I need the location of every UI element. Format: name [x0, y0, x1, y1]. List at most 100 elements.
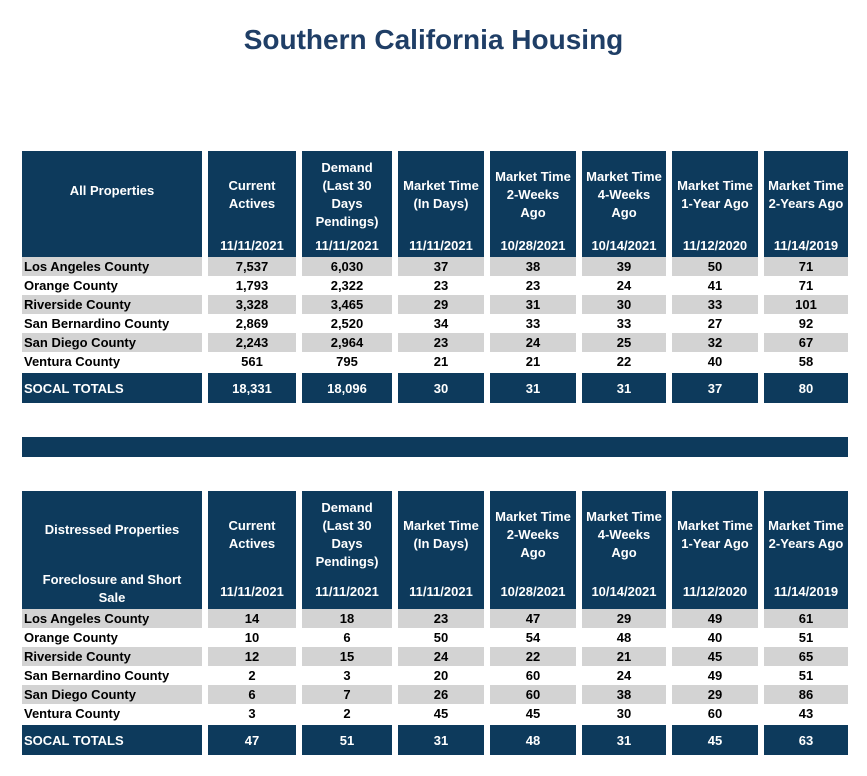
value-cell: 795 [296, 352, 392, 371]
value-cell: 51 [758, 628, 848, 647]
value-cell: 60 [666, 704, 758, 723]
value-cell: 38 [576, 685, 666, 704]
header-market-time: Market Time (In Days) 11/11/2021 [392, 491, 484, 609]
value-cell: 3 [202, 704, 296, 723]
value-cell: 30 [576, 704, 666, 723]
value-cell: 65 [758, 647, 848, 666]
value-cell: 1,793 [202, 276, 296, 295]
value-cell: 32 [666, 333, 758, 352]
value-cell: 45 [666, 647, 758, 666]
table-row: Riverside County 3,328 3,465 29 31 30 33 101 [22, 295, 848, 314]
value-cell: 25 [576, 333, 666, 352]
value-cell: 38 [484, 257, 576, 276]
value-cell: 30 [392, 373, 484, 403]
header-current-actives: Current Actives 11/11/2021 [202, 491, 296, 609]
value-cell: 10 [202, 628, 296, 647]
value-cell: 2,322 [296, 276, 392, 295]
value-cell: 51 [758, 666, 848, 685]
value-cell: 34 [392, 314, 484, 333]
value-cell: 6 [296, 628, 392, 647]
header-market-time-4-weeks: Market Time 4-Weeks Ago 10/14/2021 [576, 491, 666, 609]
value-cell: 67 [758, 333, 848, 352]
header-market-time: Market Time (In Days) 11/11/2021 [392, 151, 484, 257]
value-cell: 23 [392, 333, 484, 352]
value-cell: 2,869 [202, 314, 296, 333]
value-cell: 29 [392, 295, 484, 314]
value-cell: 48 [576, 628, 666, 647]
value-cell: 7,537 [202, 257, 296, 276]
value-cell: 43 [758, 704, 848, 723]
header-market-time-2-years: Market Time 2-Years Ago 11/14/2019 [758, 491, 848, 609]
value-cell: 50 [666, 257, 758, 276]
totals-row: SOCAL TOTALS 18,331 18,096 30 31 31 37 80 [22, 373, 848, 403]
county-name-cell: San Diego County [22, 333, 202, 352]
value-cell: 33 [484, 314, 576, 333]
county-name-cell: San Diego County [22, 685, 202, 704]
value-cell: 40 [666, 352, 758, 371]
table-row: Orange County 10 6 50 54 48 40 51 [22, 628, 848, 647]
value-cell: 31 [392, 725, 484, 755]
value-cell: 31 [484, 295, 576, 314]
totals-row: SOCAL TOTALS 47 51 31 48 31 45 63 [22, 725, 848, 755]
county-name-cell: Orange County [22, 276, 202, 295]
header-demand: Demand (Last 30 Days Pendings) 11/11/2021 [296, 491, 392, 609]
value-cell: 60 [484, 666, 576, 685]
county-name-cell: San Bernardino County [22, 666, 202, 685]
value-cell: 63 [758, 725, 848, 755]
value-cell: 24 [576, 666, 666, 685]
value-cell: 45 [484, 704, 576, 723]
value-cell: 23 [484, 276, 576, 295]
header-market-time-1-year: Market Time 1-Year Ago 11/12/2020 [666, 491, 758, 609]
table-row: San Bernardino County 2,869 2,520 34 33 33 27 9… [22, 314, 848, 333]
value-cell: 31 [576, 373, 666, 403]
header-market-time-2-years: Market Time 2-Years Ago 11/14/2019 [758, 151, 848, 257]
value-cell: 49 [666, 609, 758, 628]
header-market-time-4-weeks: Market Time 4-Weeks Ago 10/14/2021 [576, 151, 666, 257]
header-foreclosure-short-sale: Foreclosure and Short Sale [42, 572, 182, 605]
header-all-properties: All Properties [22, 151, 202, 257]
table-row: San Bernardino County 2 3 20 60 24 49 51 [22, 666, 848, 685]
value-cell: 18,096 [296, 373, 392, 403]
value-cell: 40 [666, 628, 758, 647]
value-cell: 101 [758, 295, 848, 314]
value-cell: 48 [484, 725, 576, 755]
value-cell: 561 [202, 352, 296, 371]
value-cell: 18 [296, 609, 392, 628]
value-cell: 15 [296, 647, 392, 666]
value-cell: 14 [202, 609, 296, 628]
header-distressed-properties: Distressed Properties Foreclosure and Sh… [22, 491, 202, 609]
value-cell: 80 [758, 373, 848, 403]
table-row: Los Angeles County 14 18 23 47 29 49 61 [22, 609, 848, 628]
value-cell: 2,964 [296, 333, 392, 352]
header-market-time-2-weeks: Market Time 2-Weeks Ago 10/28/2021 [484, 151, 576, 257]
county-name-cell: Riverside County [22, 295, 202, 314]
value-cell: 39 [576, 257, 666, 276]
value-cell: 6 [202, 685, 296, 704]
value-cell: 54 [484, 628, 576, 647]
value-cell: 20 [392, 666, 484, 685]
value-cell: 24 [576, 276, 666, 295]
distressed-properties-table: Distressed Properties Foreclosure and Sh… [22, 491, 848, 755]
value-cell: 23 [392, 609, 484, 628]
page-title: Southern California Housing [243, 24, 624, 55]
value-cell: 50 [392, 628, 484, 647]
table-row: San Diego County 6 7 26 60 38 29 86 [22, 685, 848, 704]
value-cell: 37 [666, 373, 758, 403]
header-demand: Demand (Last 30 Days Pendings) 11/11/2021 [296, 151, 392, 257]
county-name-cell: Los Angeles County [22, 257, 202, 276]
value-cell: 12 [202, 647, 296, 666]
table-row: Ventura County 3 2 45 45 30 60 43 [22, 704, 848, 723]
value-cell: 2,520 [296, 314, 392, 333]
county-name-cell: SOCAL TOTALS [22, 373, 202, 403]
county-name-cell: Orange County [22, 628, 202, 647]
value-cell: 45 [666, 725, 758, 755]
county-name-cell: Los Angeles County [22, 609, 202, 628]
table-row: San Diego County 2,243 2,964 23 24 25 32 67 [22, 333, 848, 352]
value-cell: 37 [392, 257, 484, 276]
value-cell: 31 [576, 725, 666, 755]
value-cell: 24 [484, 333, 576, 352]
value-cell: 2 [202, 666, 296, 685]
value-cell: 58 [758, 352, 848, 371]
value-cell: 26 [392, 685, 484, 704]
value-cell: 24 [392, 647, 484, 666]
